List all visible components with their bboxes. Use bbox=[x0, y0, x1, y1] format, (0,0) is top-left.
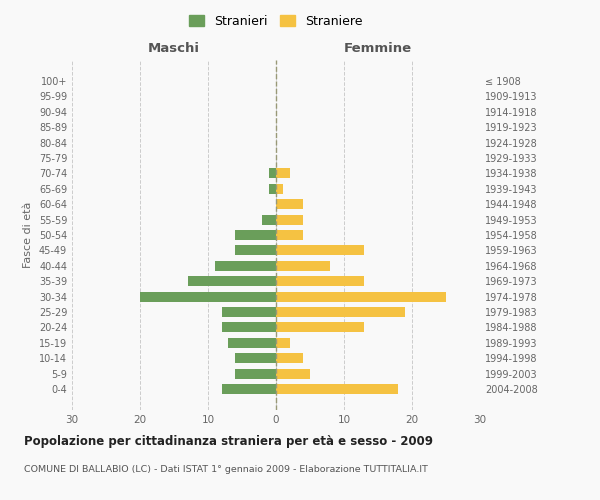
Text: COMUNE DI BALLABIO (LC) - Dati ISTAT 1° gennaio 2009 - Elaborazione TUTTITALIA.I: COMUNE DI BALLABIO (LC) - Dati ISTAT 1° … bbox=[24, 465, 428, 474]
Bar bbox=[215, 261, 276, 271]
Text: Popolazione per cittadinanza straniera per età e sesso - 2009: Popolazione per cittadinanza straniera p… bbox=[24, 435, 433, 448]
Bar bbox=[276, 230, 303, 240]
Bar bbox=[269, 168, 276, 178]
Text: Femmine: Femmine bbox=[344, 42, 412, 54]
Bar bbox=[269, 184, 276, 194]
Bar bbox=[221, 307, 276, 317]
Bar bbox=[276, 199, 303, 209]
Bar bbox=[276, 338, 290, 348]
Bar bbox=[235, 354, 276, 364]
Bar bbox=[188, 276, 276, 286]
Bar bbox=[276, 214, 303, 224]
Bar bbox=[276, 322, 364, 332]
Y-axis label: Fasce di età: Fasce di età bbox=[23, 202, 33, 268]
Bar bbox=[235, 368, 276, 378]
Text: Maschi: Maschi bbox=[148, 42, 200, 54]
Bar bbox=[221, 384, 276, 394]
Bar bbox=[276, 307, 405, 317]
Bar bbox=[262, 214, 276, 224]
Bar bbox=[276, 184, 283, 194]
Legend: Stranieri, Straniere: Stranieri, Straniere bbox=[185, 11, 367, 32]
Bar bbox=[276, 168, 290, 178]
Bar bbox=[276, 276, 364, 286]
Bar bbox=[235, 246, 276, 256]
Bar bbox=[221, 322, 276, 332]
Bar bbox=[276, 261, 331, 271]
Bar bbox=[276, 368, 310, 378]
Bar bbox=[140, 292, 276, 302]
Bar bbox=[276, 246, 364, 256]
Bar bbox=[276, 384, 398, 394]
Bar bbox=[276, 354, 303, 364]
Bar bbox=[229, 338, 276, 348]
Bar bbox=[276, 292, 446, 302]
Bar bbox=[235, 230, 276, 240]
